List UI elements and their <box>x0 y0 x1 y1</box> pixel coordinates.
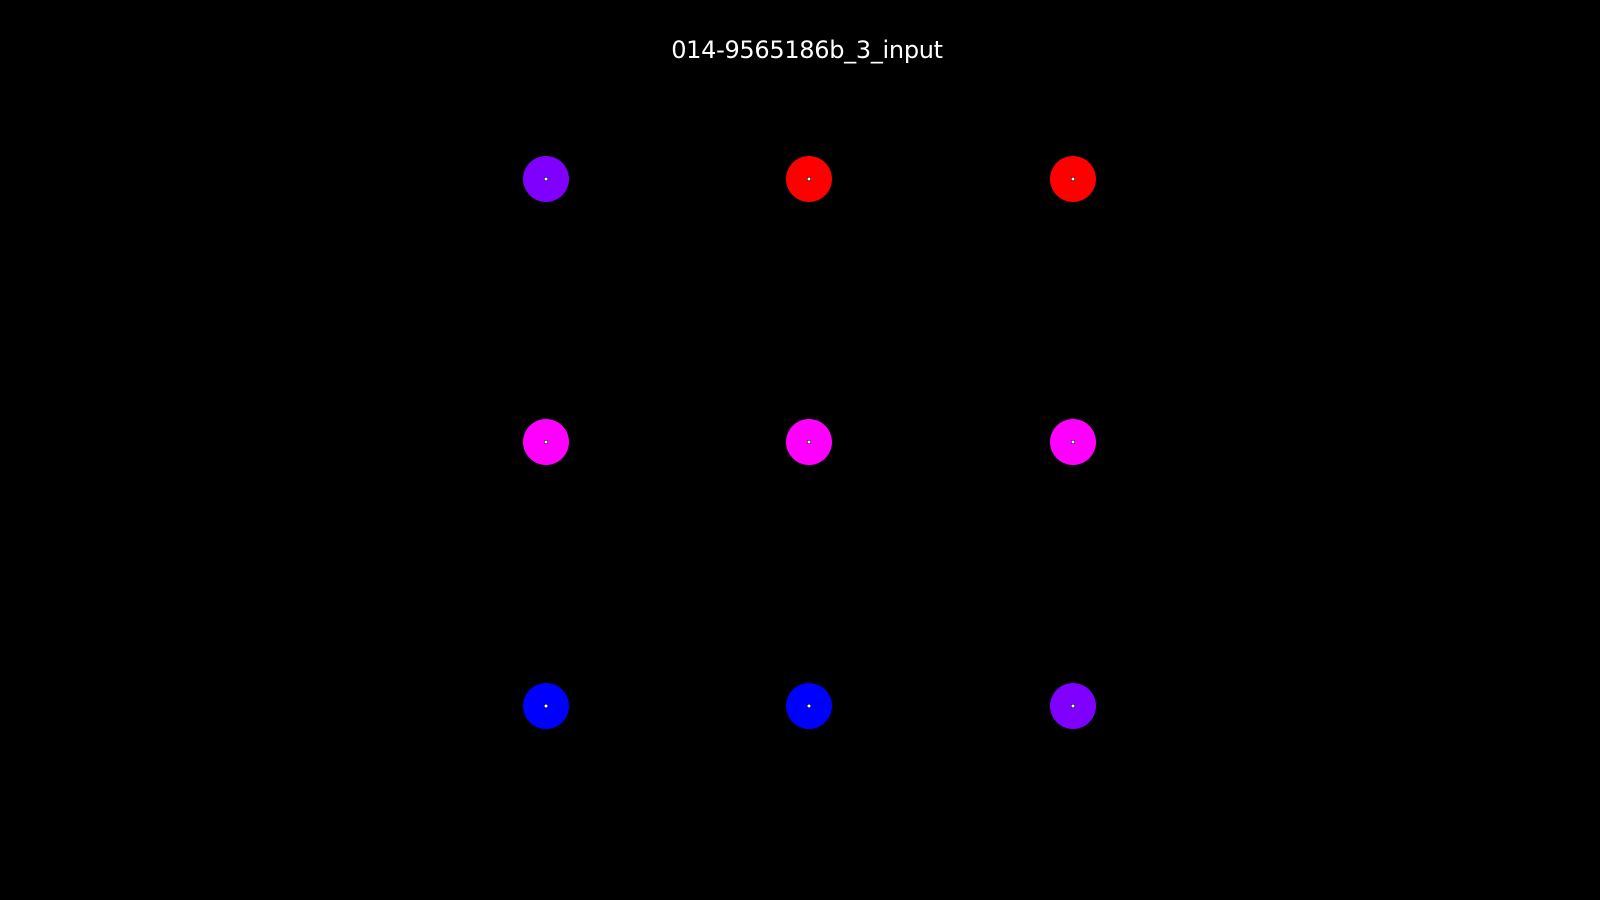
node-center-dot <box>543 439 549 445</box>
node-r2-c1-magenta <box>523 419 569 465</box>
node-center-dot <box>1070 439 1076 445</box>
node-center-dot <box>1070 703 1076 709</box>
node-center-dot <box>1070 176 1076 182</box>
node-r1-c3-red <box>1050 156 1096 202</box>
node-r2-c2-magenta <box>786 419 832 465</box>
node-center-dot <box>543 176 549 182</box>
diagram-title: 014-9565186b_3_input <box>671 36 943 64</box>
node-r2-c3-magenta <box>1050 419 1096 465</box>
node-r3-c3-violet <box>1050 683 1096 729</box>
node-center-dot <box>806 176 812 182</box>
node-center-dot <box>543 703 549 709</box>
node-r1-c2-red <box>786 156 832 202</box>
node-r3-c2-blue <box>786 683 832 729</box>
node-r1-c1-violet <box>523 156 569 202</box>
node-center-dot <box>806 439 812 445</box>
node-r3-c1-blue <box>523 683 569 729</box>
node-center-dot <box>806 703 812 709</box>
